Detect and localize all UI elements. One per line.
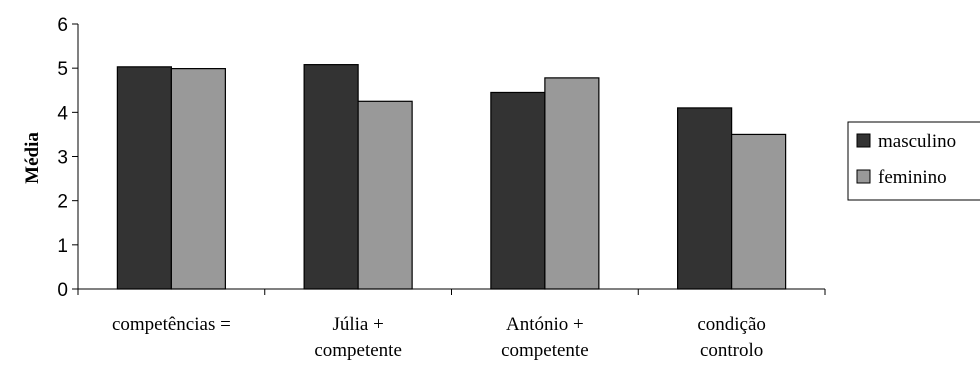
legend-label-feminino: feminino: [878, 167, 947, 188]
x-tick-label: controlo: [700, 340, 763, 361]
bar-feminino: [357, 100, 413, 290]
bar-masculino: [490, 91, 546, 290]
x-tick-label: António +: [506, 314, 584, 335]
y-tick-label: 3: [57, 148, 68, 169]
legend: masculino feminino: [847, 121, 980, 201]
bar-masculino: [303, 64, 359, 290]
y-tick-label: 0: [57, 280, 68, 301]
legend-box: [847, 121, 980, 201]
bar-feminino: [544, 77, 600, 290]
y-tick-label: 4: [57, 103, 68, 124]
legend-label-masculino: masculino: [878, 131, 956, 152]
bar-masculino: [116, 66, 172, 290]
x-tick-label: competente: [501, 340, 589, 361]
x-tick-label: condição: [697, 314, 766, 335]
bar-feminino: [170, 68, 226, 290]
x-tick-label: Júlia +: [332, 314, 383, 335]
bar-feminino: [731, 133, 787, 290]
x-tick-label: competências =: [112, 314, 231, 335]
bar-masculino: [677, 107, 733, 290]
legend-swatch-feminino: [856, 169, 871, 184]
y-tick-label: 6: [57, 15, 68, 36]
plot-area: 0 1 2 3 4 5 6 competências = Júlia + competente An…: [57, 15, 826, 361]
x-tick-label: competente: [314, 340, 402, 361]
y-axis-label: Média: [22, 132, 43, 184]
legend-swatch-masculino: [856, 133, 871, 148]
y-tick-label: 1: [57, 236, 68, 257]
y-tick-label: 5: [57, 59, 68, 80]
y-tick-label: 2: [57, 192, 68, 213]
